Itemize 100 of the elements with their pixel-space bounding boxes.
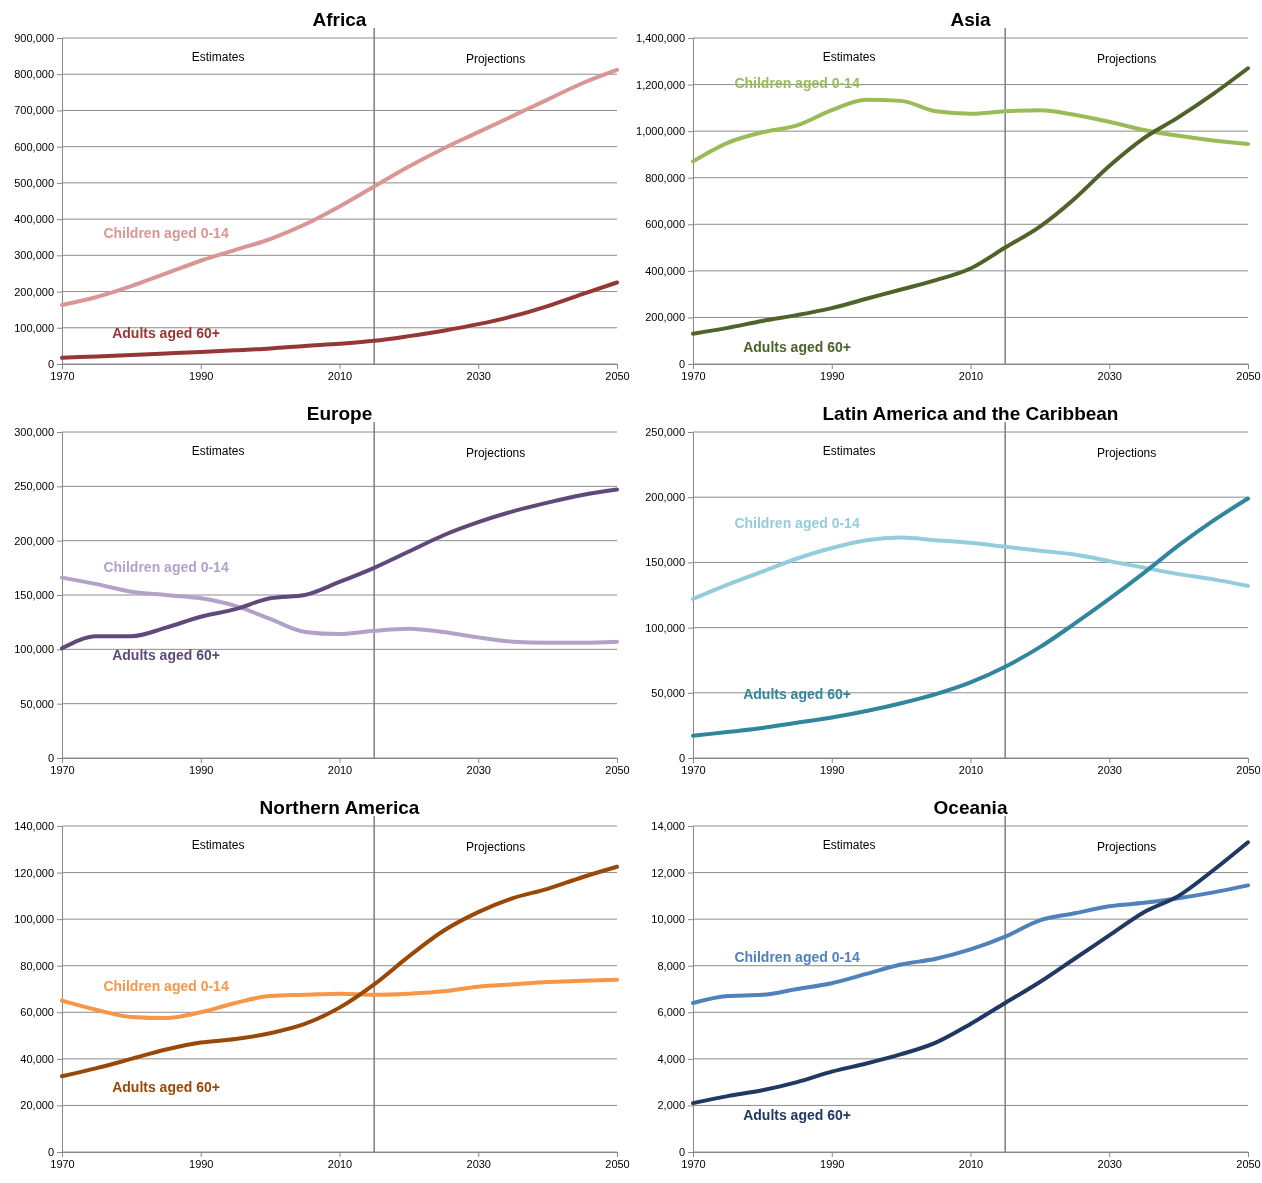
y-tick-label: 900,000 xyxy=(14,32,54,45)
x-tick-label: 2050 xyxy=(605,1157,630,1170)
series-label: Adults aged 60+ xyxy=(112,325,220,342)
series-label: Adults aged 60+ xyxy=(743,686,851,703)
x-tick-label: 1990 xyxy=(820,369,845,382)
x-tick-label: 1970 xyxy=(50,369,75,382)
x-tick-label: 2030 xyxy=(1097,369,1122,382)
x-tick-label: 1990 xyxy=(820,1157,845,1170)
y-tick-label: 6,000 xyxy=(657,1006,685,1019)
y-tick-label: 800,000 xyxy=(14,68,54,81)
y-tick-label: 0 xyxy=(678,358,685,371)
chart-title: Europe xyxy=(306,403,373,424)
series-label: Adults aged 60+ xyxy=(743,1107,851,1124)
y-tick-label: 1,400,000 xyxy=(636,32,685,45)
x-tick-label: 2050 xyxy=(1236,369,1261,382)
x-tick-label: 2010 xyxy=(327,1157,353,1170)
x-tick-label: 2030 xyxy=(466,763,491,776)
y-tick-label: 0 xyxy=(678,752,685,765)
annotation: Estimates xyxy=(822,444,876,459)
x-tick-label: 2010 xyxy=(958,369,984,382)
y-tick-label: 0 xyxy=(47,1146,54,1159)
y-tick-label: 400,000 xyxy=(14,213,54,226)
y-tick-label: 120,000 xyxy=(14,866,54,879)
annotation: Estimates xyxy=(191,50,245,65)
y-tick-label: 1,000,000 xyxy=(636,125,685,138)
y-tick-label: 150,000 xyxy=(14,589,54,602)
chart-title: Northern America xyxy=(259,797,420,818)
y-tick-label: 140,000 xyxy=(14,820,54,833)
chart-title: Oceania xyxy=(933,797,1008,818)
y-tick-label: 100,000 xyxy=(14,643,54,656)
y-tick-label: 200,000 xyxy=(645,311,685,324)
line-series xyxy=(691,97,1250,164)
x-tick-label: 2030 xyxy=(466,1157,491,1170)
annotation: Estimates xyxy=(191,838,245,853)
series-label: Children aged 0-14 xyxy=(103,559,229,576)
chart-title: Asia xyxy=(950,9,991,30)
y-tick-label: 20,000 xyxy=(20,1099,54,1112)
annotation: Projections xyxy=(465,446,526,461)
y-tick-label: 60,000 xyxy=(20,1006,54,1019)
y-tick-label: 200,000 xyxy=(14,285,54,298)
y-tick-label: 100,000 xyxy=(14,321,54,334)
x-tick-label: 2010 xyxy=(327,763,353,776)
series-label: Children aged 0-14 xyxy=(103,977,229,994)
y-tick-label: 300,000 xyxy=(14,249,54,262)
x-tick-label: 1970 xyxy=(681,369,706,382)
y-tick-label: 50,000 xyxy=(651,686,685,699)
line-series xyxy=(60,487,619,651)
line-series xyxy=(691,66,1250,336)
y-tick-label: 50,000 xyxy=(20,697,54,710)
series-label: Adults aged 60+ xyxy=(112,1079,220,1096)
annotation: Projections xyxy=(465,52,526,67)
chart-title: Latin America and the Caribbean xyxy=(822,403,1119,424)
y-tick-label: 500,000 xyxy=(14,176,54,189)
line-series xyxy=(691,535,1250,601)
y-tick-label: 0 xyxy=(47,752,54,765)
x-tick-label: 2030 xyxy=(466,369,491,382)
line-series xyxy=(60,864,619,1079)
y-tick-label: 8,000 xyxy=(657,959,685,972)
x-tick-label: 1970 xyxy=(50,763,75,776)
y-tick-label: 0 xyxy=(47,358,54,371)
x-tick-label: 1990 xyxy=(189,763,214,776)
x-tick-label: 1970 xyxy=(681,1157,706,1170)
y-tick-label: 700,000 xyxy=(14,104,54,117)
y-tick-label: 1,200,000 xyxy=(636,78,685,91)
y-tick-label: 12,000 xyxy=(651,866,685,879)
y-tick-label: 150,000 xyxy=(645,556,685,569)
y-tick-label: 250,000 xyxy=(645,426,685,439)
series-label: Adults aged 60+ xyxy=(112,647,220,664)
series-label: Children aged 0-14 xyxy=(734,948,860,965)
y-tick-label: 200,000 xyxy=(645,491,685,504)
y-tick-label: 80,000 xyxy=(20,959,54,972)
series-label: Children aged 0-14 xyxy=(103,224,229,241)
annotation: Projections xyxy=(1096,52,1157,67)
x-tick-label: 2030 xyxy=(1097,763,1122,776)
x-tick-label: 2050 xyxy=(605,763,630,776)
annotation: Estimates xyxy=(822,50,876,65)
line-series xyxy=(60,280,619,360)
y-tick-label: 600,000 xyxy=(14,140,54,153)
line-series xyxy=(60,67,619,307)
x-tick-label: 1990 xyxy=(189,1157,214,1170)
x-tick-label: 1970 xyxy=(50,1157,75,1170)
line-series xyxy=(691,883,1250,1005)
annotation: Projections xyxy=(1096,840,1157,855)
series-label: Adults aged 60+ xyxy=(743,338,851,355)
y-tick-label: 300,000 xyxy=(14,426,54,439)
y-tick-label: 100,000 xyxy=(645,621,685,634)
x-tick-label: 1990 xyxy=(189,369,214,382)
line-series xyxy=(691,840,1250,1106)
y-tick-label: 200,000 xyxy=(14,534,54,547)
x-tick-label: 2010 xyxy=(958,763,984,776)
line-series xyxy=(60,575,619,645)
y-tick-label: 4,000 xyxy=(657,1052,685,1065)
y-tick-label: 100,000 xyxy=(14,913,54,926)
x-tick-label: 1990 xyxy=(820,763,845,776)
y-tick-label: 250,000 xyxy=(14,480,54,493)
line-series xyxy=(60,977,619,1021)
x-tick-label: 2010 xyxy=(327,369,353,382)
y-tick-label: 800,000 xyxy=(645,171,685,184)
x-tick-label: 1970 xyxy=(681,763,706,776)
annotation: Estimates xyxy=(822,838,876,853)
